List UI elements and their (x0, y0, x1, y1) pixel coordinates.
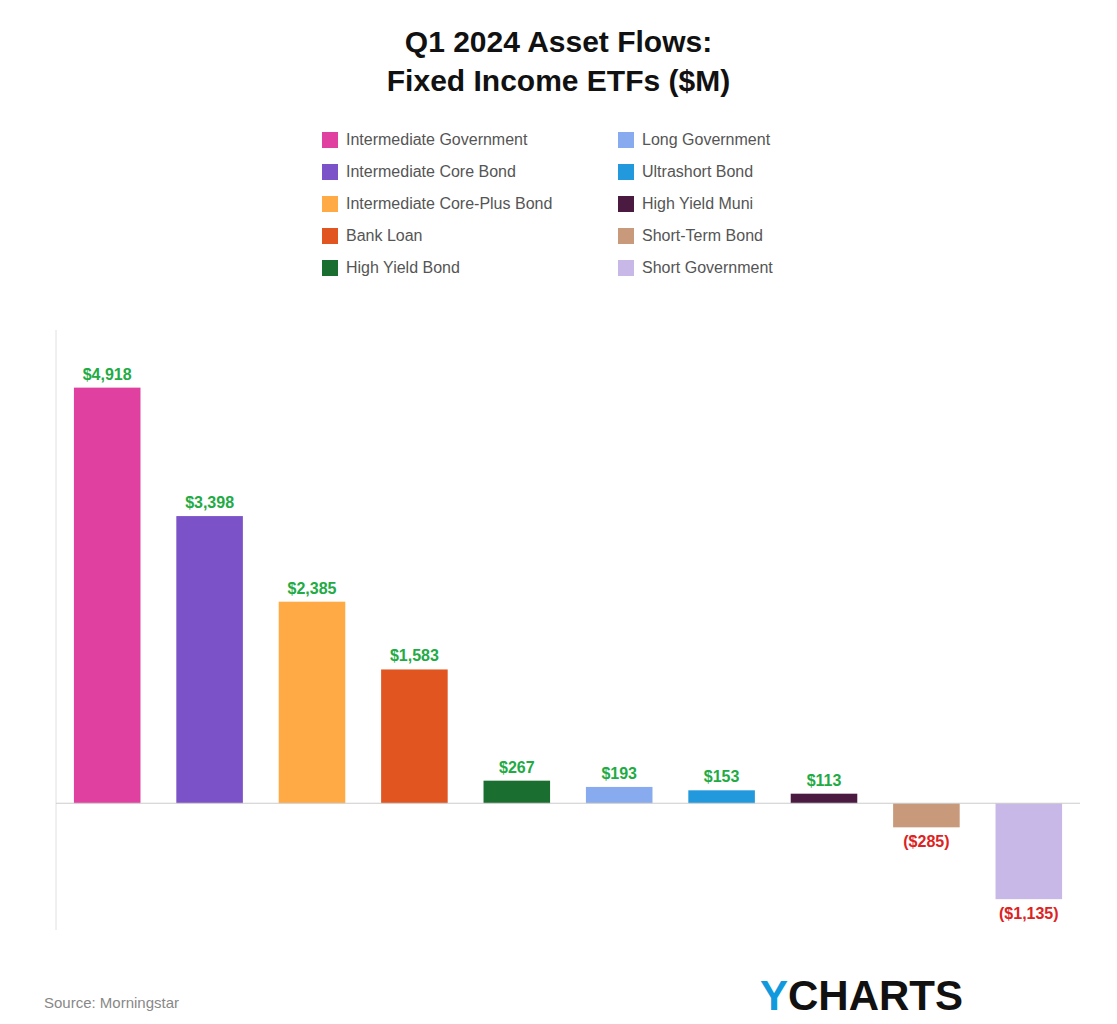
bar (484, 781, 551, 804)
chart-root: Q1 2024 Asset Flows: Fixed Income ETFs ($… (0, 0, 1117, 1024)
bar (586, 787, 653, 803)
bar (176, 516, 243, 803)
legend-swatch (618, 164, 634, 180)
title: Q1 2024 Asset Flows: Fixed Income ETFs ($… (387, 25, 730, 97)
y-axis-line (56, 330, 57, 930)
logo: YCHARTS (760, 972, 963, 1019)
bar (688, 790, 755, 803)
data-label: $153 (704, 768, 740, 785)
legend-label: Short-Term Bond (642, 227, 763, 244)
legend: Intermediate Government Intermediate Core… (322, 131, 773, 276)
bar (74, 388, 141, 804)
title-line: Q1 2024 Asset Flows: (405, 25, 712, 58)
legend-swatch (322, 164, 338, 180)
data-label: ($1,135) (999, 905, 1059, 922)
logo-part: CHARTS (788, 972, 963, 1019)
legend-swatch (322, 228, 338, 244)
legend-label: Intermediate Core Bond (346, 163, 516, 180)
background (0, 0, 1117, 1024)
data-label: $267 (499, 759, 535, 776)
logo-part: Y (760, 972, 788, 1019)
data-label: $3,398 (185, 494, 234, 511)
data-labels: $4,918 $3,398 $2,385 $1,583 $267 $193 $153 $113… (83, 366, 1059, 923)
legend-swatch (322, 260, 338, 276)
legend-swatch (618, 196, 634, 212)
bar (279, 602, 346, 804)
legend-label: Short Government (642, 259, 773, 276)
bar (893, 803, 960, 827)
legend-label: High Yield Bond (346, 259, 460, 276)
legend-swatch (618, 228, 634, 244)
legend-swatch (322, 132, 338, 148)
chart-svg: Q1 2024 Asset Flows: Fixed Income ETFs ($… (0, 0, 1117, 1024)
zero-line (56, 803, 1080, 804)
bar (996, 803, 1063, 899)
legend-label: Bank Loan (346, 227, 423, 244)
data-label: $4,918 (83, 366, 132, 383)
title-line: Fixed Income ETFs ($M) (387, 64, 730, 97)
data-label: $2,385 (288, 580, 337, 597)
legend-swatch (618, 260, 634, 276)
legend-swatch (322, 196, 338, 212)
bars (74, 388, 1062, 900)
data-label: $193 (601, 765, 637, 782)
legend-label: Ultrashort Bond (642, 163, 753, 180)
bar (791, 794, 858, 804)
data-label: ($285) (903, 833, 949, 850)
data-label: $1,583 (390, 647, 439, 664)
bar (381, 669, 448, 803)
data-label: $113 (807, 772, 842, 789)
legend-label: Intermediate Government (346, 131, 528, 148)
legend-label: Long Government (642, 131, 771, 148)
source-note: Source: Morningstar (44, 994, 179, 1011)
legend-label: High Yield Muni (642, 195, 753, 212)
legend-swatch (618, 132, 634, 148)
legend-label: Intermediate Core-Plus Bond (346, 195, 552, 212)
